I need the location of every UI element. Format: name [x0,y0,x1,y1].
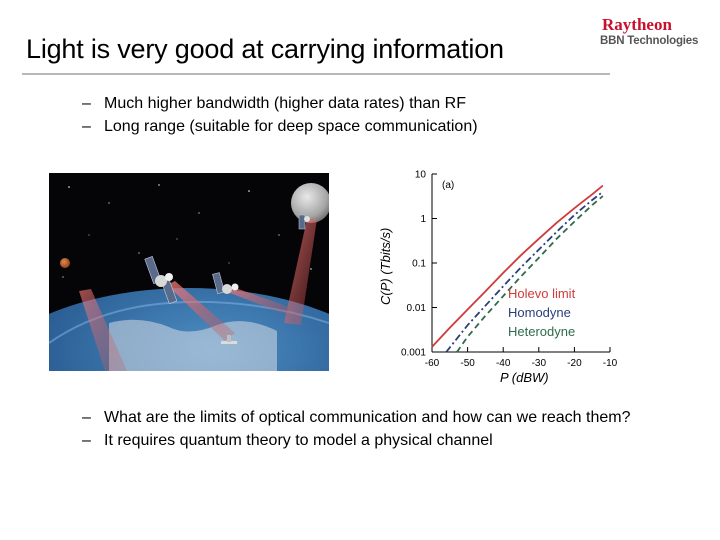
space-communication-illustration [49,173,329,371]
laser-beam-left [79,289,127,371]
satellite-2 [212,272,239,295]
logo-brand: Raytheon [602,15,672,34]
x-tick-label: -10 [603,358,618,369]
bottom-bullet-list: – What are the limits of optical communi… [82,406,662,452]
chart-x-axis-label: P (dBW) [500,370,549,385]
bullet-dash: – [82,95,91,112]
top-bullet-list: – Much higher bandwidth (higher data rat… [82,92,478,138]
ground-station [221,335,237,344]
x-tick-label: -60 [425,358,440,369]
legend-entry: Holevo limit [508,286,576,301]
title-divider [22,73,610,75]
logo-division: BBN Technologies [600,35,699,47]
bullet-text: It requires quantum theory to model a ph… [104,432,493,449]
capacity-chart: 10 1 0.1 0.01 0.001 -60 -50 -40 -30 -20 -10 (a) P… [378,170,618,386]
bullet-item: – Much higher bandwidth (higher data rat… [82,92,478,115]
satellite-3 [298,214,310,230]
x-axis-ticks: -60 -50 -40 -30 -20 -10 [425,347,618,369]
chart-series [431,184,604,353]
bullet-dash: – [82,118,91,135]
y-tick-label: 10 [415,170,427,181]
x-tick-label: -40 [496,358,511,369]
bullet-text: What are the limits of optical communica… [104,409,631,426]
bullet-item: – What are the limits of optical communi… [82,406,662,429]
x-tick-label: -30 [532,358,547,369]
y-tick-label: 1 [420,214,426,225]
series-line-holevo-limit [431,184,604,348]
y-tick-label: 0.01 [407,303,427,314]
y-axis-ticks: 10 1 0.1 0.01 0.001 [401,170,437,359]
bullet-item: – Long range (suitable for deep space co… [82,115,478,138]
laser-beam-satellite-2 [225,285,289,315]
x-tick-label: -20 [567,358,582,369]
y-tick-label: 0.1 [412,259,426,270]
legend-entry: Heterodyne [508,324,575,339]
bullet-text: Much higher bandwidth (higher data rates… [104,95,466,112]
clouds [109,319,277,371]
bullet-item: – It requires quantum theory to model a … [82,429,662,452]
chart-y-axis-label: C(P) (Tbits/s) [378,228,393,305]
laser-beam-satellite-1 [167,281,235,341]
legend-entry: Homodyne [508,305,571,320]
laser-beam-moon [284,219,317,325]
slide-title: Light is very good at carrying informati… [26,34,504,64]
x-tick-label: -50 [460,358,475,369]
stars [62,184,312,278]
company-logo: Raytheon BBN Technologies [600,16,716,48]
bullet-dash: – [82,409,91,426]
bullet-text: Long range (suitable for deep space comm… [104,118,478,135]
mars [60,258,70,268]
chart-panel-label: (a) [442,180,454,191]
series-line-heterodyne [456,195,604,353]
satellite-1 [144,256,178,305]
y-tick-label: 0.001 [401,348,426,359]
moon [291,183,329,223]
chart-legend: Holevo limit Homodyne Heterodyne [508,286,576,339]
bullet-dash: – [82,432,91,449]
series-line-homodyne [445,190,604,353]
